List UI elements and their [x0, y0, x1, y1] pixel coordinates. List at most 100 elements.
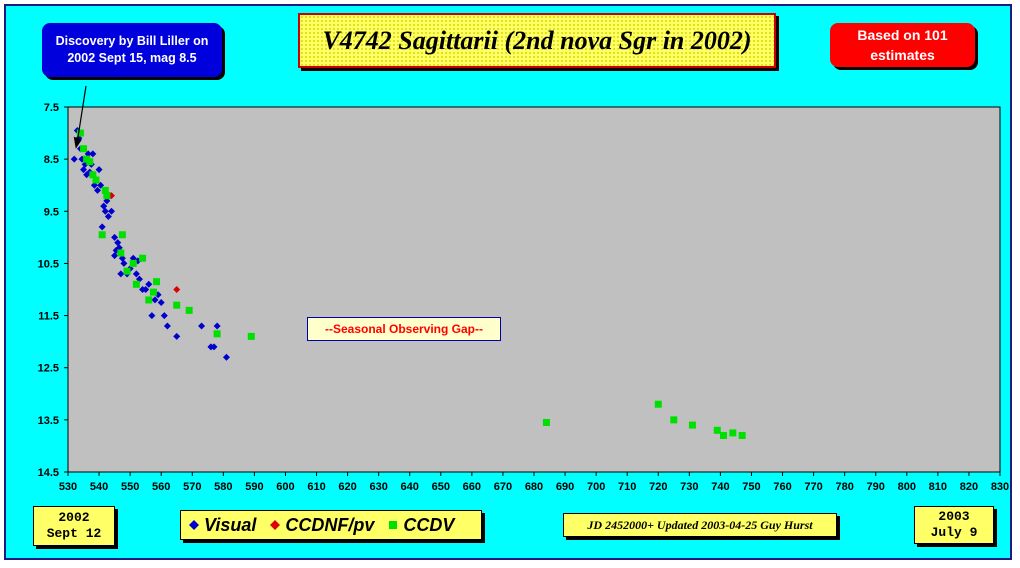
point-ccdv	[117, 249, 125, 257]
point-ccdnf-pv	[173, 286, 181, 293]
point-ccdv	[149, 288, 157, 296]
estimates-note-box: Based on 101 estimates	[830, 23, 975, 67]
point-visual	[132, 270, 140, 278]
discovery-note: Discovery by Bill Liller on 2002 Sept 15…	[55, 34, 209, 65]
update-footnote: JD 2452000+ Updated 2003-04-25 Guy Hurst	[563, 513, 837, 537]
x-tick-label: 760	[773, 481, 791, 493]
x-tick-label: 660	[463, 481, 481, 493]
legend-label-ccdv: CCDV	[403, 514, 455, 535]
point-ccdv	[670, 416, 678, 424]
point-ccdv	[101, 186, 109, 194]
point-visual	[157, 299, 165, 307]
point-visual	[151, 296, 159, 304]
seasonal-gap-note: --Seasonal Observing Gap--	[307, 317, 501, 341]
chart-title: V4742 Sagittarii (2nd nova Sgr in 2002)	[322, 25, 752, 55]
y-tick-label: 10.5	[38, 258, 59, 270]
y-tick-label: 9.5	[44, 206, 59, 218]
start-date-box: 2002 Sept 12	[33, 506, 115, 546]
legend-label-visual: Visual	[204, 514, 257, 535]
point-visual	[98, 223, 106, 231]
x-tick-label: 550	[121, 481, 139, 493]
point-visual	[198, 322, 206, 330]
x-tick-label: 590	[245, 481, 263, 493]
y-tick-label: 12.5	[38, 363, 59, 375]
point-ccdv	[247, 332, 255, 340]
point-ccdv	[688, 421, 696, 429]
plot-area	[67, 106, 1001, 473]
point-ccdv	[720, 432, 728, 439]
x-tick-label: 790	[867, 481, 885, 493]
y-tick-label: 11.5	[38, 311, 59, 323]
diamond-icon	[270, 520, 281, 530]
point-ccdv	[654, 400, 662, 408]
point-visual	[94, 186, 102, 194]
update-footnote-text: JD 2452000+ Updated 2003-04-25 Guy Hurst	[587, 517, 813, 532]
x-tick-label: 830	[991, 481, 1009, 493]
x-tick-label: 570	[183, 481, 201, 493]
legend: Visual CCDNF/pv CCDV	[180, 510, 482, 540]
point-ccdv	[98, 231, 106, 239]
x-tick-label: 780	[835, 481, 853, 493]
x-tick-label: 750	[742, 481, 760, 493]
point-ccdv	[542, 418, 550, 426]
y-tick-label: 14.5	[38, 467, 59, 479]
point-ccdv	[129, 259, 137, 267]
x-axis: 530 540 550 560 570 580 590 600 610 620 630 640 650 6…	[59, 472, 1009, 493]
point-ccdv	[153, 278, 161, 286]
point-visual	[148, 312, 156, 320]
y-axis: 7.5 8.5 9.5 10.5 11.5 12.5 13.5 14.5	[38, 102, 68, 479]
point-visual	[145, 280, 153, 288]
point-visual	[163, 322, 171, 330]
end-date-label: 2003 July 9	[930, 509, 978, 540]
start-date-label: 2002 Sept 12	[46, 510, 102, 541]
point-visual	[114, 239, 122, 247]
point-visual	[111, 252, 119, 260]
point-visual	[111, 233, 119, 241]
point-ccdv	[80, 145, 88, 153]
x-tick-label: 820	[960, 481, 978, 493]
point-ccdv	[89, 171, 97, 179]
annotation-arrow-head	[73, 136, 82, 149]
legend-item-ccdnf: CCDNF/pv	[270, 515, 374, 536]
seasonal-gap-label: --Seasonal Observing Gap--	[324, 322, 484, 336]
x-tick-label: 810	[929, 481, 947, 493]
discovery-note-box: Discovery by Bill Liller on 2002 Sept 15…	[42, 23, 222, 77]
x-tick-label: 710	[618, 481, 636, 493]
point-visual	[80, 166, 88, 174]
point-visual	[142, 286, 150, 293]
x-tick-label: 600	[276, 481, 294, 493]
x-tick-label: 670	[494, 481, 512, 493]
point-ccdv	[713, 426, 721, 434]
x-tick-label: 740	[711, 481, 729, 493]
point-ccdv	[213, 330, 221, 338]
x-tick-label: 620	[338, 481, 356, 493]
x-tick-label: 530	[59, 481, 77, 493]
x-tick-label: 730	[680, 481, 698, 493]
end-date-box: 2003 July 9	[914, 506, 994, 544]
point-ccdv	[173, 301, 181, 309]
x-tick-label: 640	[401, 481, 419, 493]
estimates-note: Based on 101 estimates	[857, 27, 948, 63]
y-tick-label: 8.5	[44, 154, 59, 166]
square-icon	[389, 521, 398, 529]
point-ccdv	[139, 254, 147, 262]
point-ccdv	[132, 280, 140, 288]
data-points	[70, 126, 746, 439]
point-visual	[213, 322, 221, 330]
point-ccdv	[86, 158, 94, 166]
x-tick-label: 770	[804, 481, 822, 493]
point-ccdv	[145, 296, 153, 304]
x-tick-label: 560	[152, 481, 170, 493]
point-visual	[104, 213, 112, 220]
point-visual	[70, 155, 78, 163]
x-tick-label: 630	[369, 481, 387, 493]
legend-item-visual: Visual	[189, 515, 256, 536]
annotation-arrow-line	[77, 85, 87, 139]
discovery-arrow	[73, 85, 87, 149]
point-visual	[100, 202, 108, 210]
point-visual	[117, 270, 125, 278]
point-visual	[89, 150, 97, 158]
point-ccdv	[123, 267, 131, 275]
x-tick-label: 690	[556, 481, 574, 493]
